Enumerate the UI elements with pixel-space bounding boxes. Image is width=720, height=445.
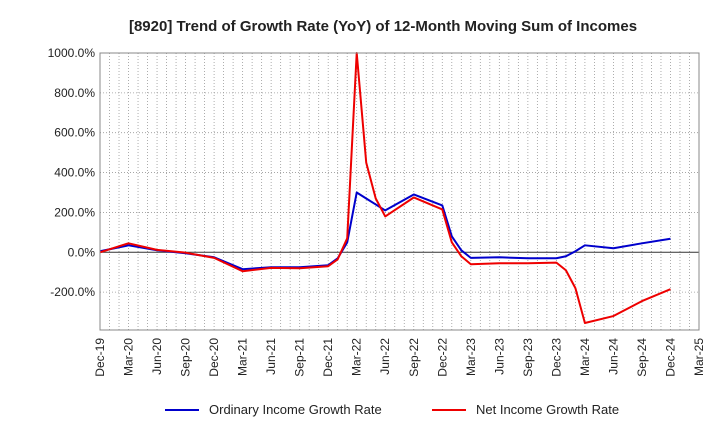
- x-tick-label: Sep-21: [293, 338, 307, 377]
- x-tick-label: Dec-20: [207, 338, 221, 377]
- x-tick-label: Dec-19: [93, 338, 107, 377]
- x-tick-label: Mar-23: [464, 338, 478, 376]
- y-tick-label: 600.0%: [54, 126, 95, 140]
- plot-frame: [99, 52, 700, 331]
- x-tick-label: Mar-22: [350, 338, 364, 376]
- series-line-net-income: [99, 52, 671, 325]
- x-tick-label: Mar-20: [122, 338, 136, 376]
- x-tick-label: Sep-23: [521, 338, 535, 377]
- y-tick-label: 400.0%: [54, 166, 95, 180]
- y-tick-label: -200.0%: [50, 285, 95, 299]
- legend-label: Net Income Growth Rate: [476, 402, 619, 417]
- y-tick-label: 200.0%: [54, 205, 95, 219]
- legend-label: Ordinary Income Growth Rate: [209, 402, 382, 417]
- x-tick-label: Jun-21: [264, 338, 278, 375]
- y-tick-label: 0.0%: [68, 245, 96, 259]
- x-tick-labels: Dec-19 Mar-20 Jun-20 Sep-20 Dec-20 Mar-21 Jun-…: [93, 338, 706, 377]
- x-tick-label: Jun-22: [378, 338, 392, 375]
- x-tick-label: Mar-25: [692, 338, 706, 376]
- chart-title: [8920] Trend of Growth Rate (YoY) of 12-…: [129, 18, 637, 35]
- legend: Ordinary Income Growth Rate Net Income Gr…: [165, 402, 619, 417]
- x-tick-label: Dec-22: [435, 338, 449, 377]
- x-tick-label: Mar-24: [578, 338, 592, 376]
- x-tick-label: Sep-20: [179, 338, 193, 377]
- x-tick-label: Sep-24: [635, 338, 649, 377]
- x-tick-label: Mar-21: [236, 338, 250, 376]
- x-tick-label: Dec-24: [663, 338, 677, 377]
- y-tick-label: 800.0%: [54, 86, 95, 100]
- grid-layer: [100, 52, 699, 330]
- y-tick-label: 1000.0%: [48, 46, 96, 60]
- x-tick-label: Jun-24: [606, 338, 620, 375]
- x-tick-label: Dec-21: [321, 338, 335, 377]
- x-tick-label: Sep-22: [407, 338, 421, 377]
- series-line-ordinary-income: [99, 191, 671, 271]
- x-tick-label: Jun-20: [150, 338, 164, 375]
- series-layer: [99, 52, 671, 325]
- x-tick-label: Jun-23: [492, 338, 506, 375]
- y-tick-labels: 1000.0% 800.0% 600.0% 400.0% 200.0% 0.0% -200.…: [48, 46, 96, 299]
- x-tick-label: Dec-23: [549, 338, 563, 377]
